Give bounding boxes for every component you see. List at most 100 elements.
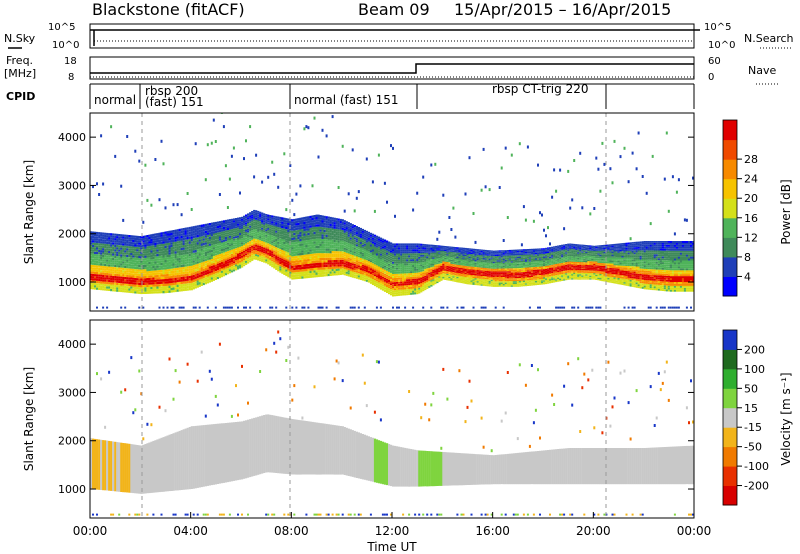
power-cell bbox=[232, 218, 236, 221]
power-cell bbox=[208, 243, 211, 246]
power-cell bbox=[414, 290, 417, 293]
power-cell bbox=[162, 306, 165, 309]
power-cell bbox=[140, 271, 143, 274]
power-cell bbox=[170, 268, 173, 271]
power-cell bbox=[438, 256, 441, 259]
power-cell bbox=[222, 244, 226, 247]
power-cell bbox=[339, 242, 342, 245]
power-cell bbox=[416, 247, 419, 250]
power-cell bbox=[398, 293, 401, 296]
power-cell bbox=[444, 272, 447, 274]
power-cell bbox=[200, 243, 203, 246]
power-cell bbox=[271, 231, 274, 234]
power-cell bbox=[150, 236, 153, 239]
power-cell bbox=[408, 243, 411, 246]
power-cell bbox=[408, 269, 411, 272]
power-cell bbox=[440, 263, 443, 265]
power-cell bbox=[351, 252, 354, 255]
power-cell bbox=[146, 253, 149, 256]
power-cell bbox=[204, 240, 207, 243]
power-cell bbox=[130, 257, 133, 260]
power-cell bbox=[230, 220, 234, 223]
power-cell bbox=[255, 238, 258, 241]
power-cell bbox=[180, 284, 183, 287]
power-cell bbox=[146, 255, 149, 258]
power-cell bbox=[228, 256, 232, 259]
power-cell bbox=[335, 226, 338, 230]
power-cell bbox=[317, 155, 320, 159]
power-cell bbox=[94, 236, 97, 239]
power-cell bbox=[136, 251, 139, 254]
power-cell bbox=[325, 230, 328, 233]
power-cell bbox=[114, 282, 117, 285]
power-cell bbox=[230, 239, 234, 242]
power-cell bbox=[379, 275, 383, 278]
power-cell bbox=[235, 250, 238, 253]
power-cell bbox=[122, 272, 125, 275]
power-cell bbox=[148, 266, 151, 269]
power-cell bbox=[390, 281, 393, 284]
power-cell bbox=[456, 251, 459, 253]
power-cell bbox=[305, 228, 308, 231]
power-cell bbox=[142, 260, 145, 263]
power-cell bbox=[329, 221, 332, 224]
power-cell bbox=[450, 255, 453, 258]
power-cell bbox=[267, 237, 270, 240]
power-cell bbox=[436, 280, 439, 282]
power-cell bbox=[428, 282, 431, 285]
power-cell bbox=[398, 285, 401, 288]
power-cell bbox=[108, 239, 111, 242]
power-cell bbox=[335, 220, 338, 223]
power-cell bbox=[432, 246, 435, 248]
power-cell bbox=[228, 269, 232, 272]
power-cell bbox=[361, 244, 364, 247]
power-cell bbox=[367, 243, 370, 246]
power-cell bbox=[458, 280, 461, 282]
power-cell bbox=[257, 226, 260, 229]
power-cell bbox=[347, 261, 350, 264]
power-cell bbox=[170, 242, 173, 245]
power-cell bbox=[174, 229, 177, 232]
power-cell bbox=[160, 269, 163, 273]
power-cell bbox=[446, 248, 449, 251]
power-cell bbox=[386, 248, 389, 251]
power-cell bbox=[259, 225, 262, 227]
power-cell bbox=[249, 235, 252, 238]
power-cell bbox=[430, 249, 433, 252]
power-cell bbox=[388, 253, 391, 256]
power-cell bbox=[295, 262, 298, 266]
power-cell bbox=[196, 230, 199, 233]
power-cell bbox=[319, 226, 322, 230]
power-cell bbox=[92, 287, 95, 290]
power-cell bbox=[440, 261, 443, 264]
power-cell bbox=[228, 258, 232, 261]
power-cell bbox=[301, 248, 304, 251]
power-cell bbox=[154, 288, 157, 292]
power-cell bbox=[351, 257, 354, 260]
power-cell bbox=[261, 223, 264, 226]
power-cell bbox=[281, 232, 284, 235]
power-cell bbox=[432, 248, 435, 250]
power-cell bbox=[190, 265, 193, 269]
power-cell bbox=[206, 253, 209, 256]
power-cell bbox=[212, 269, 215, 272]
power-cell bbox=[297, 243, 300, 247]
power-cell bbox=[275, 261, 278, 264]
power-cell bbox=[178, 238, 181, 241]
power-cell bbox=[100, 288, 103, 291]
power-cell bbox=[317, 238, 320, 241]
power-cell bbox=[341, 244, 344, 247]
power-cell bbox=[303, 269, 306, 272]
power-cell bbox=[359, 266, 362, 268]
power-cell bbox=[339, 253, 342, 256]
power-cell bbox=[416, 245, 419, 248]
power-cell bbox=[281, 230, 284, 233]
power-cell bbox=[190, 238, 193, 242]
power-cell bbox=[444, 264, 447, 266]
power-cell bbox=[267, 214, 270, 217]
power-cell bbox=[402, 287, 405, 290]
power-cell bbox=[220, 229, 224, 232]
power-cell bbox=[224, 222, 228, 225]
power-cell bbox=[222, 250, 226, 253]
